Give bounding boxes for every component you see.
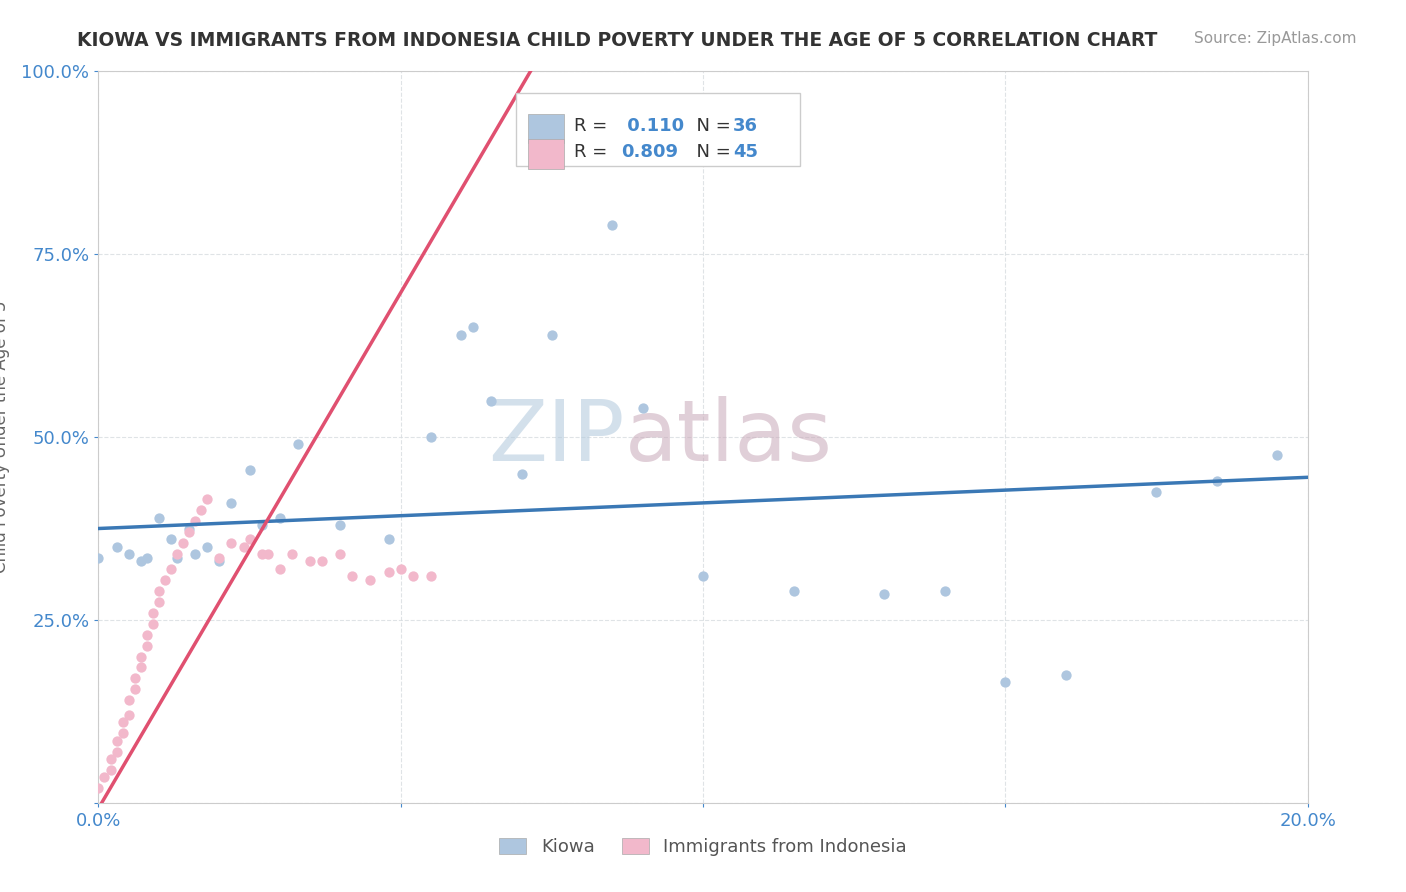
Point [783,583,806,598]
Point [377,566,399,580]
Point [299,554,322,568]
Point [160,562,183,576]
Point [129,554,152,568]
Point [93,770,115,784]
Point [160,533,183,547]
Point [221,536,243,550]
Point [87,781,110,796]
Point [184,514,207,528]
Text: 36: 36 [734,117,758,136]
Point [873,587,896,601]
Point [329,517,352,532]
Text: R =: R = [574,143,613,161]
Point [148,583,170,598]
Point [1144,485,1167,500]
Point [208,550,231,565]
Bar [527,114,564,143]
Text: 0.110: 0.110 [621,117,683,136]
Point [179,525,201,540]
Point [111,726,134,740]
Point [100,763,122,777]
Point [463,320,485,334]
Text: ZIP: ZIP [488,395,624,479]
Text: 0.809: 0.809 [621,143,678,161]
Point [602,218,624,232]
Point [269,562,291,576]
Point [195,492,218,507]
Point [232,540,254,554]
Point [135,639,157,653]
Point [129,660,152,674]
Point [631,401,654,415]
Point [329,547,352,561]
Point [148,594,170,608]
Point [148,510,170,524]
Text: N =: N = [685,117,737,136]
Point [281,547,304,561]
Point [208,554,231,568]
Point [287,437,309,451]
Legend: Kiowa, Immigrants from Indonesia: Kiowa, Immigrants from Indonesia [492,830,914,863]
Point [342,569,364,583]
Point [129,649,152,664]
Point [179,521,201,535]
Text: Source: ZipAtlas.com: Source: ZipAtlas.com [1194,31,1357,46]
Point [1054,667,1077,681]
Bar [527,139,564,169]
Point [221,496,243,510]
Point [1206,474,1229,488]
Point [481,393,503,408]
Text: atlas: atlas [624,395,832,479]
Point [118,693,141,707]
Point [166,550,188,565]
Point [540,327,562,342]
Point [934,583,956,598]
Point [184,547,207,561]
Point [124,672,146,686]
Text: KIOWA VS IMMIGRANTS FROM INDONESIA CHILD POVERTY UNDER THE AGE OF 5 CORRELATION : KIOWA VS IMMIGRANTS FROM INDONESIA CHILD… [77,31,1157,50]
Point [994,675,1017,690]
Point [389,562,412,576]
Y-axis label: Child Poverty Under the Age of 5: Child Poverty Under the Age of 5 [0,301,10,574]
Point [250,547,273,561]
Point [1267,448,1289,462]
Point [118,708,141,723]
Text: 45: 45 [734,143,758,161]
Point [105,540,128,554]
Point [142,606,165,620]
Point [190,503,212,517]
Point [420,430,443,444]
Point [510,467,533,481]
Point [360,573,382,587]
Text: R =: R = [574,117,613,136]
Point [172,536,194,550]
FancyBboxPatch shape [516,94,800,167]
Point [239,463,262,477]
Point [153,573,176,587]
Point [100,752,122,766]
Point [250,517,273,532]
Point [135,550,157,565]
Point [195,540,218,554]
Point [124,682,146,697]
Point [135,627,157,641]
Point [105,745,128,759]
Point [450,327,472,342]
Point [166,547,188,561]
Point [118,547,141,561]
Point [239,533,262,547]
Point [111,715,134,730]
Point [256,547,278,561]
Point [311,554,333,568]
Point [420,569,443,583]
Point [269,510,291,524]
Point [87,550,110,565]
Point [402,569,425,583]
Point [105,733,128,747]
Text: N =: N = [685,143,737,161]
Point [142,616,165,631]
Point [377,533,399,547]
Point [692,569,714,583]
